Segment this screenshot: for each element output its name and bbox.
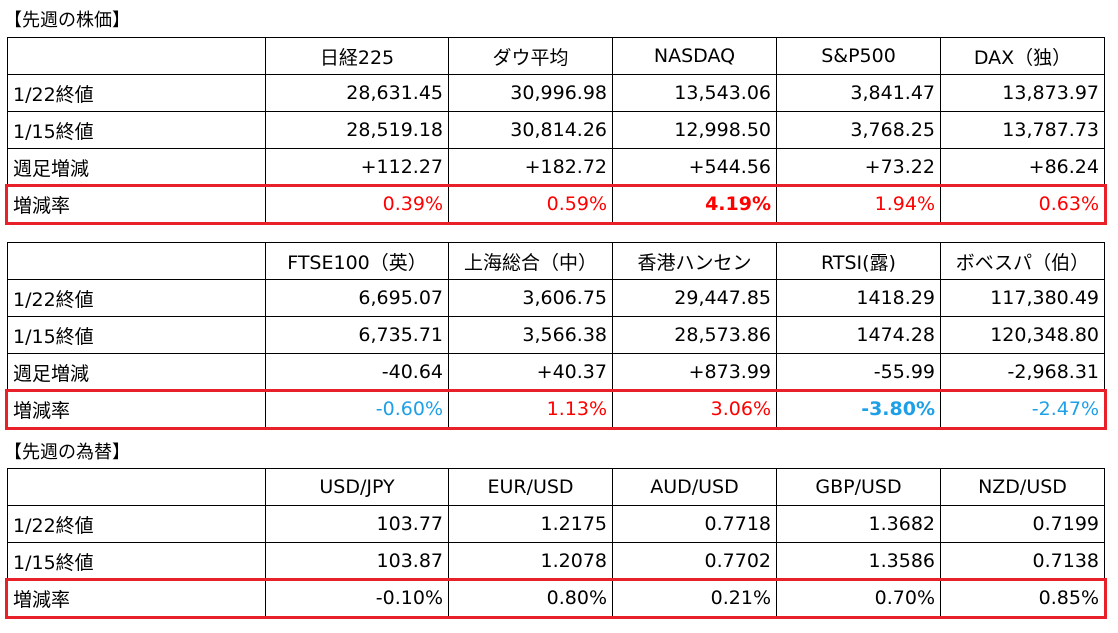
- highlight-box: [5, 578, 1107, 619]
- value-cell: 30,996.98: [448, 74, 613, 112]
- column-header: 日経225: [265, 37, 449, 75]
- row-label: 1/15終値: [7, 111, 266, 149]
- value-cell: -2,968.31: [940, 353, 1105, 391]
- row-label: 1/22終値: [7, 74, 266, 112]
- value-cell: 13,787.73: [940, 111, 1105, 149]
- value-cell: 1.2175: [448, 505, 613, 543]
- column-header: EUR/USD: [448, 468, 613, 506]
- column-header: NASDAQ: [612, 37, 777, 75]
- value-cell: 0.7138: [940, 542, 1105, 580]
- value-cell: 3,841.47: [776, 74, 941, 112]
- value-cell: -40.64: [265, 353, 449, 391]
- row-label: 週足増減: [7, 353, 266, 391]
- value-cell: 120,348.80: [940, 316, 1105, 354]
- column-header: ダウ平均: [448, 37, 613, 75]
- row-label: 1/15終値: [7, 542, 266, 580]
- header-blank: [7, 37, 266, 75]
- value-cell: +112.27: [265, 148, 449, 186]
- value-cell: 117,380.49: [940, 279, 1105, 317]
- value-cell: 28,631.45: [265, 74, 449, 112]
- column-header: RTSI(露): [776, 242, 941, 280]
- value-cell: 12,998.50: [612, 111, 777, 149]
- value-cell: +873.99: [612, 353, 777, 391]
- column-header: AUD/USD: [612, 468, 777, 506]
- value-cell: -55.99: [776, 353, 941, 391]
- value-cell: 13,543.06: [612, 74, 777, 112]
- value-cell: 103.87: [265, 542, 449, 580]
- section-title: 【先週の為替】: [4, 442, 130, 463]
- value-cell: 0.7199: [940, 505, 1105, 543]
- column-header: USD/JPY: [265, 468, 449, 506]
- value-cell: 0.7702: [612, 542, 777, 580]
- value-cell: +86.24: [940, 148, 1105, 186]
- row-label: 週足増減: [7, 148, 266, 186]
- row-label: 1/22終値: [7, 279, 266, 317]
- column-header: ボベスパ（伯）: [940, 242, 1105, 280]
- value-cell: +544.56: [612, 148, 777, 186]
- value-cell: 28,573.86: [612, 316, 777, 354]
- value-cell: +182.72: [448, 148, 613, 186]
- value-cell: 29,447.85: [612, 279, 777, 317]
- value-cell: 1418.29: [776, 279, 941, 317]
- value-cell: 1.3586: [776, 542, 941, 580]
- value-cell: 1.3682: [776, 505, 941, 543]
- value-cell: 1474.28: [776, 316, 941, 354]
- column-header: FTSE100（英）: [265, 242, 449, 280]
- value-cell: 3,566.38: [448, 316, 613, 354]
- highlight-box: [5, 184, 1107, 225]
- highlight-box: [5, 389, 1107, 430]
- value-cell: 0.7718: [612, 505, 777, 543]
- value-cell: 6,735.71: [265, 316, 449, 354]
- column-header: NZD/USD: [940, 468, 1105, 506]
- row-label: 1/15終値: [7, 316, 266, 354]
- value-cell: 103.77: [265, 505, 449, 543]
- header-blank: [7, 468, 266, 506]
- value-cell: 28,519.18: [265, 111, 449, 149]
- value-cell: 30,814.26: [448, 111, 613, 149]
- value-cell: +40.37: [448, 353, 613, 391]
- value-cell: 3,606.75: [448, 279, 613, 317]
- value-cell: 13,873.97: [940, 74, 1105, 112]
- value-cell: 3,768.25: [776, 111, 941, 149]
- row-label: 1/22終値: [7, 505, 266, 543]
- section-title: 【先週の株価】: [4, 10, 130, 31]
- value-cell: 6,695.07: [265, 279, 449, 317]
- column-header: 上海総合（中）: [448, 242, 613, 280]
- column-header: DAX（独）: [940, 37, 1105, 75]
- value-cell: 1.2078: [448, 542, 613, 580]
- column-header: S&P500: [776, 37, 941, 75]
- header-blank: [7, 242, 266, 280]
- value-cell: +73.22: [776, 148, 941, 186]
- column-header: 香港ハンセン: [612, 242, 777, 280]
- column-header: GBP/USD: [776, 468, 941, 506]
